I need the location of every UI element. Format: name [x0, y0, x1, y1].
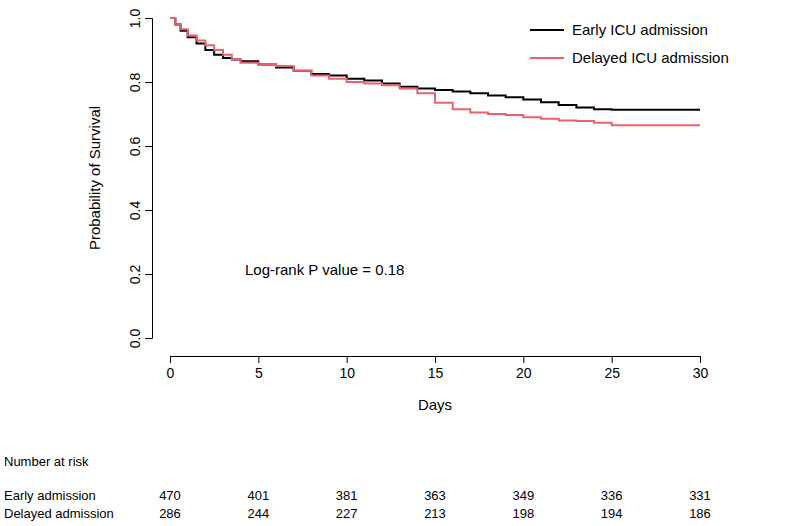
x-tick: 25: [604, 356, 620, 381]
y-tick-mark: [145, 18, 152, 19]
y-tick-label: 0.2: [127, 265, 143, 285]
risk-row-label: Delayed admission: [4, 506, 114, 521]
x-tick-mark: [612, 356, 613, 363]
annotation: Log-rank P value = 0.18: [245, 261, 404, 278]
x-tick-label: 0: [167, 365, 175, 381]
y-tick: 0.4: [127, 201, 152, 221]
risk-value: 244: [247, 506, 269, 521]
x-tick: 5: [255, 356, 263, 381]
x-tick: 30: [693, 356, 709, 381]
x-tick-mark: [170, 356, 171, 363]
x-tick-label: 10: [339, 365, 355, 381]
x-tick: 20: [516, 356, 532, 381]
y-tick: 0.2: [127, 265, 152, 285]
x-tick-label: 5: [255, 365, 263, 381]
risk-value: 198: [512, 506, 534, 521]
risk-row-label: Early admission: [4, 488, 96, 503]
y-tick: 1.0: [127, 9, 152, 29]
y-tick: 0.6: [127, 137, 152, 157]
y-axis-line: [145, 19, 153, 339]
y-axis-title: Probability of Survival: [86, 106, 103, 250]
risk-value: 227: [336, 506, 358, 521]
y-tick-label: 0.6: [127, 137, 143, 157]
x-axis-title: Days: [418, 396, 452, 413]
risk-value: 470: [159, 488, 181, 503]
x-tick: 10: [339, 356, 355, 381]
y-tick-mark: [145, 338, 152, 339]
risk-value: 213: [424, 506, 446, 521]
x-tick: 15: [428, 356, 444, 381]
y-tick-mark: [145, 82, 152, 83]
risk-value: 349: [512, 488, 534, 503]
y-tick-label: 0.0: [127, 329, 143, 349]
y-tick-mark: [145, 210, 152, 211]
risk-value: 286: [159, 506, 181, 521]
x-tick-mark: [347, 356, 348, 363]
risk-value: 186: [689, 506, 711, 521]
legend-swatch: [530, 29, 564, 31]
y-axis: 0.0 0.2 0.4 0.6 0.8 1.0: [127, 9, 153, 349]
risk-table: Number at risk Early admission 470 401 381 36…: [4, 454, 711, 521]
y-tick: 0.8: [127, 73, 152, 93]
risk-value: 363: [424, 488, 446, 503]
y-tick-mark: [145, 146, 152, 147]
chart: 0.0 0.2 0.4 0.6 0.8 1.0 0 5 10 15 20 25 30 Days Probab…: [0, 0, 797, 526]
legend: Early ICU admission Delayed ICU admission: [530, 21, 729, 66]
x-axis-line: [171, 357, 701, 364]
x-tick-label: 20: [516, 365, 532, 381]
x-tick-label: 30: [693, 365, 709, 381]
x-tick-mark: [700, 356, 701, 363]
y-tick-label: 1.0: [127, 9, 143, 29]
risk-value: 336: [601, 488, 623, 503]
y-tick-label: 0.4: [127, 201, 143, 221]
x-tick-mark: [435, 356, 436, 363]
legend-label: Early ICU admission: [572, 21, 708, 38]
risk-value: 381: [336, 488, 358, 503]
x-tick-mark: [523, 356, 524, 363]
y-tick-mark: [145, 274, 152, 275]
y-tick-label: 0.8: [127, 73, 143, 93]
x-axis: 0 5 10 15 20 25 30: [167, 356, 709, 381]
x-tick-label: 25: [604, 365, 620, 381]
risk-value: 331: [689, 488, 711, 503]
risk-value: 194: [601, 506, 623, 521]
x-tick: 0: [167, 356, 175, 381]
x-tick-label: 15: [428, 365, 444, 381]
y-tick: 0.0: [127, 329, 152, 349]
legend-swatch: [530, 57, 564, 59]
x-tick-mark: [258, 356, 259, 363]
legend-label: Delayed ICU admission: [572, 49, 729, 66]
risk-table-title: Number at risk: [4, 454, 89, 469]
risk-value: 401: [247, 488, 269, 503]
